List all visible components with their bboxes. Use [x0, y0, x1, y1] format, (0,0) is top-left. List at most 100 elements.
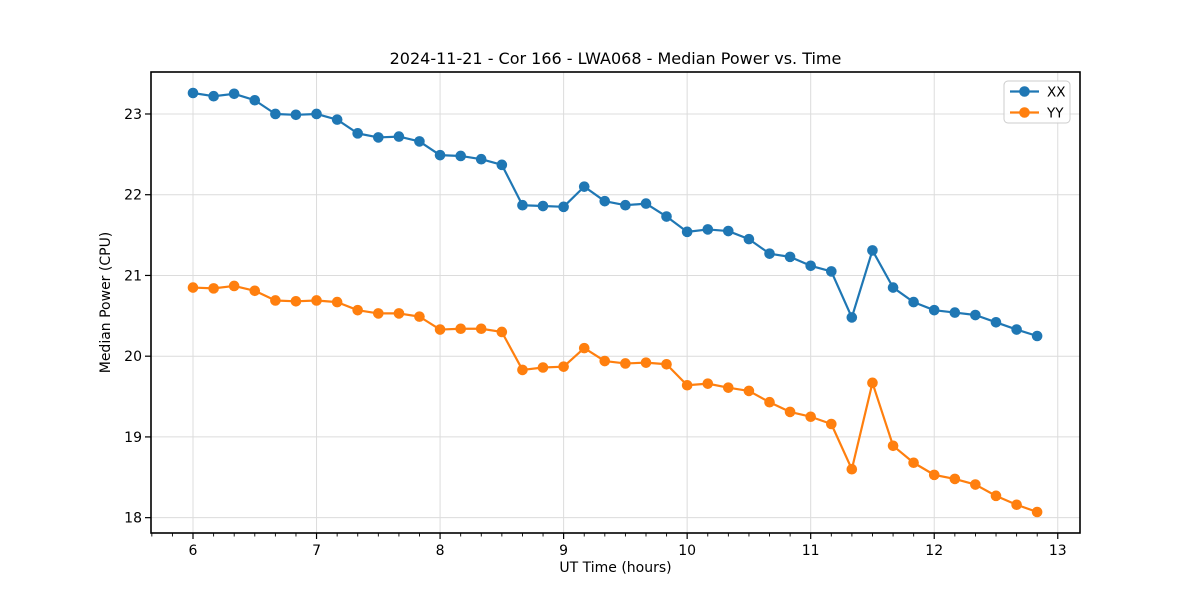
series-yy-marker: [228, 280, 240, 292]
y-tick-label: 19: [124, 430, 142, 446]
series-yy-marker: [475, 323, 487, 335]
series-xx-marker: [949, 307, 961, 318]
series-xx-marker: [661, 211, 672, 222]
series-yy-marker: [702, 378, 714, 389]
series-xx-marker: [681, 226, 693, 238]
series-xx-marker: [475, 153, 487, 165]
chart-title: 2024-11-21 - Cor 166 - LWA068 - Median P…: [390, 49, 842, 68]
series-yy-marker: [249, 285, 261, 297]
series-yy-marker: [290, 295, 302, 307]
series-yy-marker: [681, 379, 693, 391]
series-yy-marker: [887, 440, 899, 452]
series-yy-marker: [661, 358, 672, 370]
data-series: [187, 87, 1043, 518]
series-yy-marker: [949, 473, 961, 485]
series-xx-marker: [352, 128, 363, 139]
legend-label-xx: XX: [1047, 85, 1066, 101]
series-xx-marker: [187, 87, 199, 99]
series-xx-marker: [1011, 324, 1022, 335]
series-yy-marker: [270, 295, 281, 306]
series-xx: [187, 87, 1043, 342]
series-xx-marker: [620, 199, 631, 211]
series-yy-marker: [826, 418, 837, 430]
series-xx-marker: [1031, 330, 1043, 342]
axis-ticks: 6 7 8 9 10 11 12 13 18 19 20 21 22 23: [124, 107, 1067, 559]
series-yy-marker: [393, 308, 405, 319]
series-xx-marker: [537, 200, 549, 212]
y-tick-label: 18: [124, 511, 142, 527]
series-yy-marker: [1011, 499, 1022, 511]
y-tick-label: 20: [124, 349, 142, 365]
series-xx-marker: [887, 282, 899, 293]
series-yy-marker: [558, 361, 569, 372]
series-yy-marker: [208, 283, 219, 294]
series-xx-marker: [311, 108, 322, 120]
legend: XX YY: [1003, 80, 1071, 124]
series-xx-marker: [805, 260, 816, 272]
series-xx-marker: [928, 304, 940, 316]
series-xx-marker: [908, 296, 919, 308]
series-xx-marker: [846, 312, 858, 323]
x-tick-label: 7: [312, 543, 321, 559]
x-tick-label: 9: [559, 543, 568, 559]
y-tick-label: 21: [124, 268, 142, 284]
series-yy-marker: [805, 411, 816, 423]
series-xx-marker: [208, 90, 219, 102]
series-yy-marker: [599, 355, 611, 367]
series-xx-marker: [496, 159, 508, 171]
series-yy-marker: [990, 490, 1002, 502]
series-yy-marker: [908, 457, 919, 469]
y-tick-label: 22: [124, 188, 142, 204]
series-xx-marker: [764, 248, 775, 259]
series-xx-marker: [228, 88, 240, 100]
series-yy-marker: [331, 296, 343, 308]
series-yy-marker: [352, 304, 363, 316]
series-xx-marker: [290, 109, 302, 121]
series-yy-marker: [722, 382, 734, 393]
legend-marker-sample: [1019, 107, 1030, 118]
series-yy-marker: [311, 295, 322, 306]
series-yy-marker: [846, 463, 858, 475]
series-yy-marker: [517, 364, 528, 376]
series-xx-marker: [373, 132, 384, 143]
series-xx-marker: [743, 233, 755, 245]
series-yy: [187, 280, 1043, 518]
series-xx-marker: [970, 309, 981, 321]
series-xx-marker: [393, 131, 405, 142]
series-yy-marker: [620, 358, 631, 369]
series-yy-marker: [928, 469, 940, 481]
series-yy-marker: [867, 377, 878, 389]
x-tick-label: 11: [802, 543, 820, 559]
legend-label-yy: YY: [1046, 106, 1064, 122]
series-xx-marker: [702, 224, 714, 235]
legend-marker-sample: [1019, 86, 1030, 97]
series-yy-marker: [784, 406, 796, 418]
series-yy-marker: [187, 282, 199, 293]
x-axis-label: UT Time (hours): [559, 560, 671, 576]
series-yy-marker: [743, 385, 755, 397]
series-yy-marker: [537, 362, 549, 373]
series-xx-marker: [722, 225, 734, 237]
series-xx-marker: [331, 114, 343, 125]
series-xx-marker: [414, 136, 425, 147]
y-axis-label: Median Power (CPU): [98, 232, 114, 374]
series-xx-marker: [249, 94, 261, 106]
y-tick-label: 23: [124, 107, 142, 123]
series-yy-marker: [496, 326, 508, 338]
x-tick-label: 12: [925, 543, 943, 559]
series-xx-marker: [826, 266, 837, 277]
x-tick-label: 8: [436, 543, 445, 559]
series-yy-marker: [434, 324, 446, 335]
series-yy-marker: [373, 308, 384, 319]
series-xx-marker: [270, 108, 281, 120]
x-tick-label: 10: [678, 543, 696, 559]
x-tick-label: 6: [189, 543, 198, 559]
series-xx-marker: [784, 251, 796, 263]
x-tick-label: 13: [1049, 543, 1067, 559]
series-xx-marker: [434, 149, 446, 161]
series-yy-marker: [578, 342, 590, 354]
series-xx-marker: [558, 201, 569, 213]
series-yy-marker: [970, 479, 981, 490]
